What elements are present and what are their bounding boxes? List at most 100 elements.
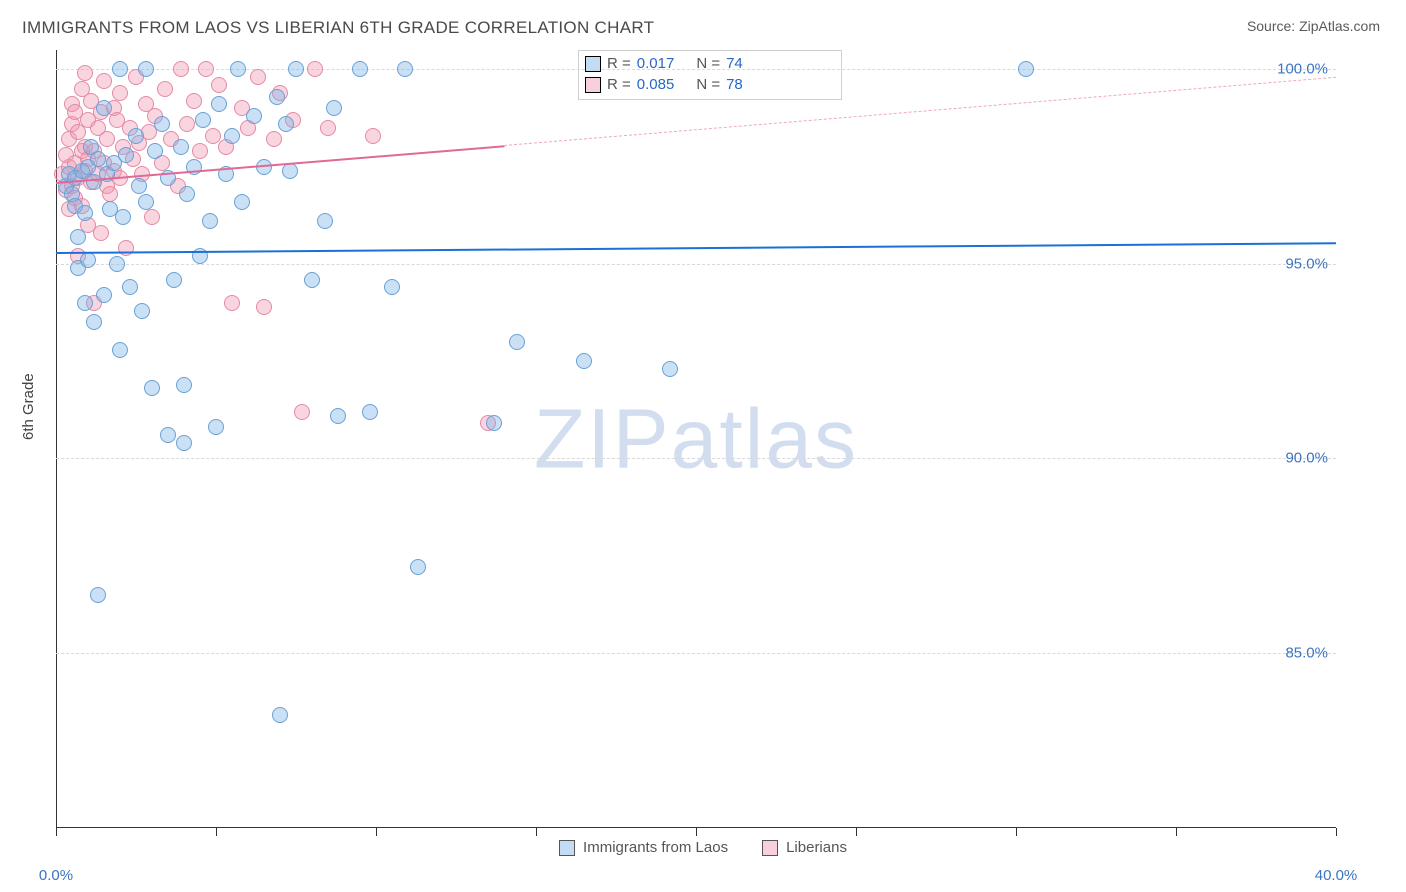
scatter-point bbox=[80, 252, 96, 268]
scatter-point bbox=[96, 73, 112, 89]
x-tick bbox=[1336, 828, 1337, 836]
y-axis-label: 6th Grade bbox=[20, 373, 37, 440]
legend-label-pink: Liberians bbox=[786, 839, 847, 856]
plot-area: ZIPatlas R =0.017N =74R =0.085N =78 85.0… bbox=[56, 50, 1336, 828]
scatter-point bbox=[317, 213, 333, 229]
legend-n-val: 78 bbox=[726, 76, 743, 93]
legend-swatch-pink bbox=[762, 840, 778, 856]
legend-swatch bbox=[585, 77, 601, 93]
correlation-legend: R =0.017N =74R =0.085N =78 bbox=[578, 50, 842, 100]
legend-rn-row: R =0.017N =74 bbox=[585, 53, 835, 74]
scatter-point bbox=[179, 116, 195, 132]
scatter-point bbox=[384, 279, 400, 295]
x-tick-label: 0.0% bbox=[39, 867, 73, 884]
scatter-point bbox=[410, 559, 426, 575]
trend-line bbox=[56, 243, 1336, 255]
x-tick-label: 40.0% bbox=[1315, 867, 1358, 884]
scatter-point bbox=[195, 112, 211, 128]
scatter-point bbox=[86, 314, 102, 330]
scatter-point bbox=[118, 147, 134, 163]
scatter-point bbox=[176, 435, 192, 451]
scatter-point bbox=[128, 128, 144, 144]
x-tick bbox=[56, 828, 57, 836]
scatter-point bbox=[288, 61, 304, 77]
scatter-point bbox=[269, 89, 285, 105]
y-tick-label: 90.0% bbox=[1285, 450, 1328, 467]
scatter-point bbox=[205, 128, 221, 144]
scatter-point bbox=[362, 404, 378, 420]
gridline bbox=[56, 69, 1336, 70]
scatter-point bbox=[70, 229, 86, 245]
scatter-point bbox=[224, 295, 240, 311]
scatter-point bbox=[99, 131, 115, 147]
scatter-point bbox=[166, 272, 182, 288]
scatter-point bbox=[173, 139, 189, 155]
x-tick bbox=[536, 828, 537, 836]
scatter-point bbox=[147, 143, 163, 159]
scatter-point bbox=[173, 61, 189, 77]
scatter-point bbox=[144, 380, 160, 396]
scatter-point bbox=[131, 178, 147, 194]
scatter-point bbox=[234, 194, 250, 210]
scatter-point bbox=[112, 85, 128, 101]
scatter-point bbox=[179, 186, 195, 202]
legend-rn-row: R =0.085N =78 bbox=[585, 74, 835, 95]
x-tick bbox=[696, 828, 697, 836]
scatter-point bbox=[211, 96, 227, 112]
legend-item-blue: Immigrants from Laos bbox=[559, 839, 728, 856]
x-tick bbox=[376, 828, 377, 836]
scatter-point bbox=[1018, 61, 1034, 77]
scatter-point bbox=[330, 408, 346, 424]
y-tick-label: 95.0% bbox=[1285, 255, 1328, 272]
gridline bbox=[56, 458, 1336, 459]
scatter-point bbox=[138, 61, 154, 77]
scatter-point bbox=[230, 61, 246, 77]
scatter-point bbox=[250, 69, 266, 85]
scatter-point bbox=[662, 361, 678, 377]
scatter-point bbox=[186, 93, 202, 109]
x-tick bbox=[1016, 828, 1017, 836]
watermark-thin: atlas bbox=[671, 392, 858, 486]
scatter-point bbox=[509, 334, 525, 350]
scatter-point bbox=[224, 128, 240, 144]
scatter-point bbox=[112, 342, 128, 358]
scatter-point bbox=[144, 209, 160, 225]
source-link[interactable]: ZipAtlas.com bbox=[1299, 18, 1380, 34]
scatter-point bbox=[576, 353, 592, 369]
scatter-point bbox=[272, 707, 288, 723]
scatter-point bbox=[96, 287, 112, 303]
scatter-point bbox=[294, 404, 310, 420]
legend-item-pink: Liberians bbox=[762, 839, 847, 856]
legend-label-blue: Immigrants from Laos bbox=[583, 839, 728, 856]
scatter-point bbox=[90, 151, 106, 167]
scatter-point bbox=[109, 256, 125, 272]
scatter-point bbox=[115, 209, 131, 225]
scatter-point bbox=[102, 186, 118, 202]
legend-r-val: 0.085 bbox=[637, 76, 675, 93]
scatter-point bbox=[352, 61, 368, 77]
scatter-point bbox=[96, 100, 112, 116]
source-attribution: Source: ZipAtlas.com bbox=[1247, 18, 1380, 34]
scatter-point bbox=[266, 131, 282, 147]
scatter-point bbox=[138, 194, 154, 210]
scatter-point bbox=[112, 61, 128, 77]
scatter-point bbox=[365, 128, 381, 144]
scatter-point bbox=[77, 295, 93, 311]
scatter-point bbox=[326, 100, 342, 116]
scatter-point bbox=[198, 61, 214, 77]
y-tick-label: 100.0% bbox=[1277, 61, 1328, 78]
gridline bbox=[56, 264, 1336, 265]
scatter-point bbox=[77, 205, 93, 221]
gridline bbox=[56, 653, 1336, 654]
scatter-point bbox=[134, 303, 150, 319]
scatter-point bbox=[320, 120, 336, 136]
series-legend: Immigrants from Laos Liberians bbox=[0, 839, 1406, 856]
legend-swatch-blue bbox=[559, 840, 575, 856]
scatter-point bbox=[176, 377, 192, 393]
scatter-point bbox=[211, 77, 227, 93]
scatter-point bbox=[202, 213, 218, 229]
watermark-bold: ZIP bbox=[534, 392, 671, 486]
scatter-point bbox=[118, 240, 134, 256]
scatter-point bbox=[157, 81, 173, 97]
scatter-point bbox=[307, 61, 323, 77]
